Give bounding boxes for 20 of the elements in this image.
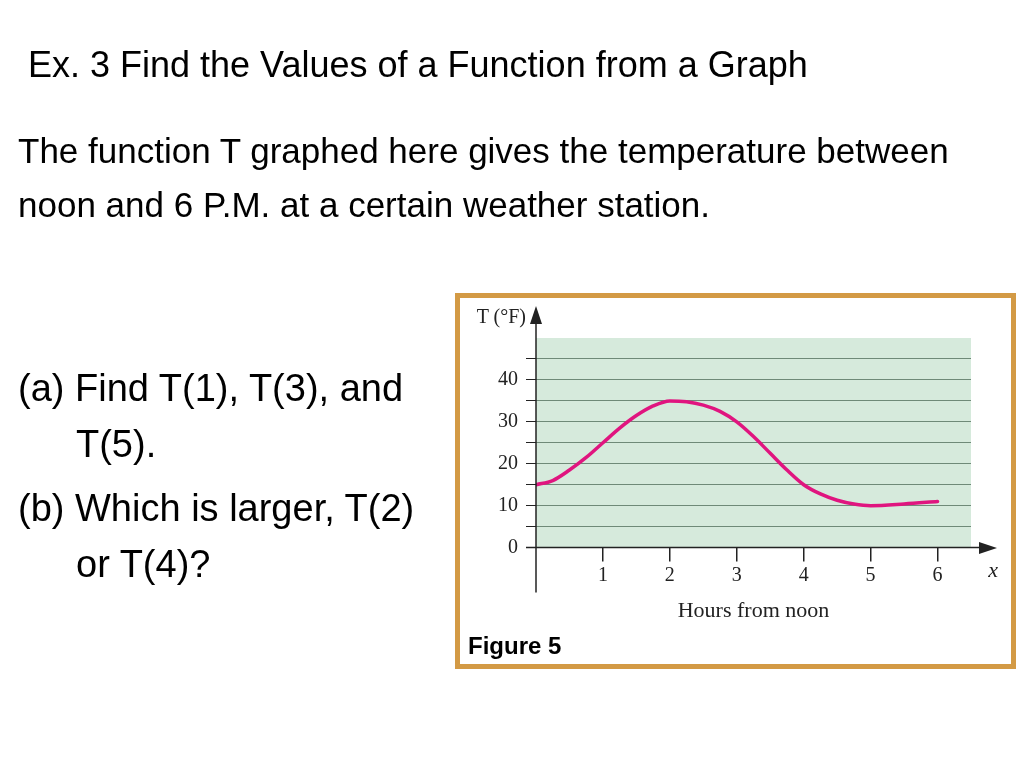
y-tick-label: 10	[498, 492, 518, 515]
x-tick-label: 1	[597, 562, 608, 585]
line-series	[536, 399, 940, 508]
text: (a) Find T(1), T(3), and T(5).	[18, 366, 405, 467]
x-tick-label: 2	[664, 562, 675, 585]
y-tick-label: 30	[498, 409, 518, 432]
y-tick-label: 0	[508, 534, 518, 557]
x-tick-label: 4	[798, 562, 809, 585]
x-tick-label: 6	[932, 562, 943, 585]
caption: Figure 5	[468, 632, 562, 660]
text: x	[987, 557, 999, 583]
chart-title: Ex. 3 Find the Values of a Function from a Graph	[28, 44, 808, 86]
text: (b) Which is larger, T(2) or T(4)?	[18, 486, 416, 587]
chart-subtitle: The function T graphed here gives the temperature between noon and 6 P.M. at a certain weather station.	[18, 130, 950, 226]
x-axis-title: Hours from noon	[677, 596, 830, 622]
y-tick-label: 20	[498, 451, 518, 474]
y-axis-title: T (°F)	[476, 305, 526, 329]
y-tick-label: 40	[498, 367, 518, 390]
x-tick-label: 5	[865, 562, 876, 585]
x-tick-label: 3	[731, 562, 742, 585]
